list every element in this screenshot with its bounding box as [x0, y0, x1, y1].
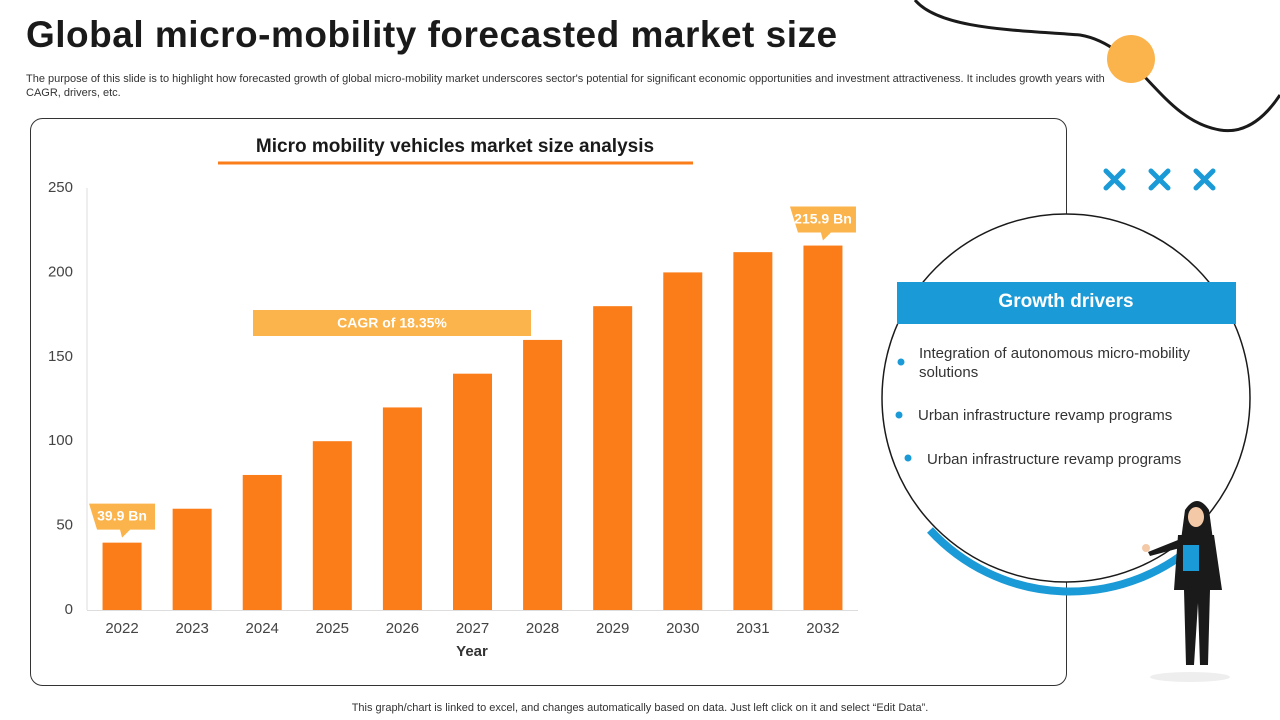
bar [382, 407, 422, 610]
x-tick-label: 2032 [806, 620, 839, 637]
y-tick-label: 200 [48, 263, 73, 280]
x-tick-label: 2022 [105, 620, 138, 637]
chart-title: Micro mobility vehicles market size anal… [256, 136, 654, 157]
bar [593, 306, 633, 610]
x-tick-label: 2024 [246, 620, 279, 637]
value-label: 39.9 Bn [97, 507, 147, 523]
x-tick-label: 2027 [456, 620, 489, 637]
x-axis-label: Year [456, 643, 488, 660]
bar [102, 542, 142, 610]
y-tick-label: 250 [48, 179, 73, 196]
footer-note: This graph/chart is linked to excel, and… [351, 702, 929, 714]
value-label-callout [789, 206, 856, 241]
drivers-title: Growth drivers [998, 291, 1133, 312]
decor-crosses [1103, 168, 1216, 191]
value-label-callout [89, 503, 156, 538]
y-tick-label: 100 [48, 432, 73, 449]
annotation-box [253, 310, 531, 336]
decor-curve [913, 0, 1280, 133]
decor-dot [1107, 35, 1155, 83]
bullets [895, 358, 912, 462]
drivers-header [897, 282, 1236, 324]
driver-item: Urban infrastructure revamp programs [927, 451, 1182, 468]
bar [172, 508, 212, 610]
x-tick-label: 2028 [526, 620, 559, 637]
x-tick-label: 2026 [386, 620, 419, 637]
driver-item: Integration of autonomous micro-mobility… [919, 345, 1190, 381]
bar [803, 245, 843, 611]
y-tick-label: 0 [65, 601, 73, 618]
presenter-figure [1142, 501, 1230, 682]
bar [663, 272, 703, 610]
bar [242, 474, 282, 610]
drivers-arc [927, 527, 1203, 596]
page-subtitle: The purpose of this slide is to highligh… [26, 73, 1105, 99]
x-tick-label: 2029 [596, 620, 629, 637]
bar [733, 252, 773, 611]
value-label: 215.9 Bn [794, 210, 852, 226]
y-tick-label: 150 [48, 348, 73, 365]
x-tick-label: 2023 [175, 620, 208, 637]
annotation: CAGR of 18.35% [337, 315, 447, 331]
bar [453, 373, 492, 610]
x-tick-label: 2030 [666, 620, 699, 637]
bar [523, 339, 563, 610]
driver-item: Urban infrastructure revamp programs [918, 407, 1173, 424]
x-tick-label: 2031 [736, 620, 769, 637]
y-tick-label: 50 [56, 517, 73, 534]
x-tick-label: 2025 [316, 620, 349, 637]
page-title: Global micro-mobility forecasted market … [26, 14, 838, 55]
bar [312, 441, 352, 610]
